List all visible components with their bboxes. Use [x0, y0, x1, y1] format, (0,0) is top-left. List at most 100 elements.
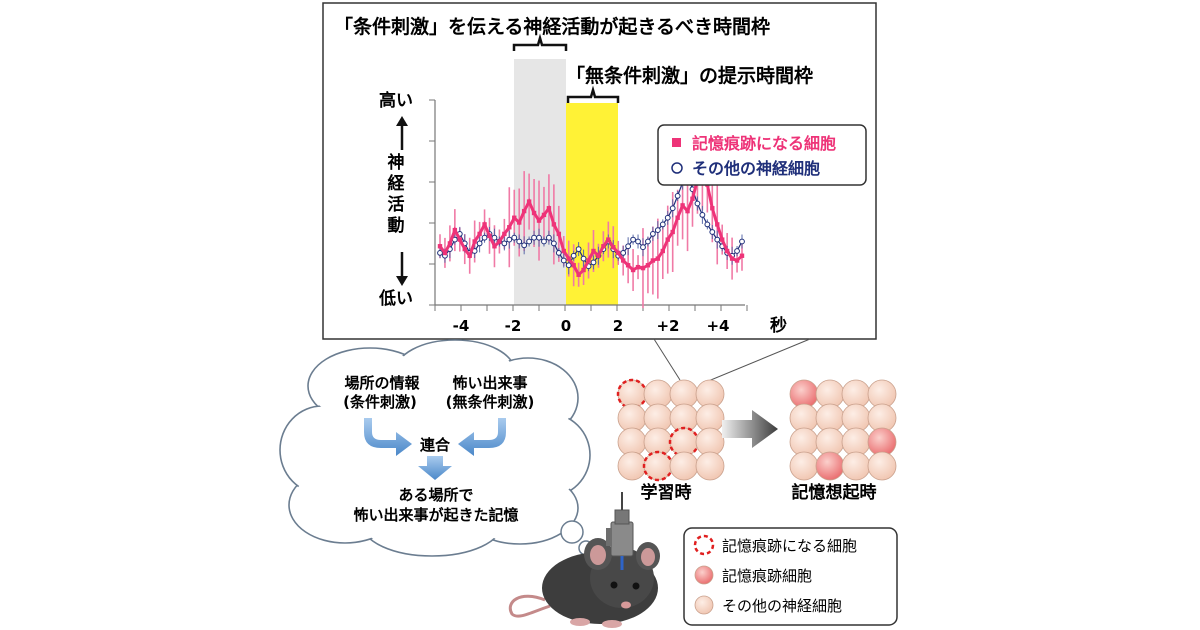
navy-data-point — [739, 238, 745, 245]
y-high-label: 高い — [379, 90, 413, 111]
x-tick-labels: -4 -2 0 2 +2 +4 — [453, 317, 730, 335]
navy-data-point — [555, 250, 562, 256]
navy-data-point — [620, 250, 627, 256]
pink-data-point — [487, 233, 492, 238]
neuron-cell — [841, 451, 871, 481]
pink-data-point — [586, 258, 591, 263]
chart-legend: 記憶痕跡になる細胞 その他の神経細胞 — [657, 124, 867, 186]
navy-data-point — [481, 234, 488, 241]
chart-legend-frame — [657, 124, 867, 186]
navy-data-point — [526, 238, 533, 245]
navy-data-point — [516, 238, 523, 245]
pink-data-point — [724, 248, 730, 254]
x-tick-label: -2 — [505, 317, 522, 335]
pink-data-point — [620, 258, 626, 263]
pink-data-point — [675, 215, 680, 220]
y-ticks — [429, 99, 435, 306]
navy-data-point — [649, 231, 656, 237]
pink-data-point — [596, 253, 601, 258]
navy-data-point — [640, 244, 646, 251]
navy-data-point — [476, 240, 483, 247]
pink-data-point — [635, 264, 641, 270]
navy-data-point — [709, 229, 716, 235]
learning-to-recall-arrow — [722, 410, 778, 448]
pink-data-point — [472, 239, 477, 244]
unconditioned-window-title: 「無条件刺激」の提示時間枠 — [566, 64, 813, 87]
pink-data-point — [442, 250, 448, 256]
neuron-cell — [669, 451, 699, 481]
navy-data-point — [546, 234, 552, 241]
pink-data-point — [606, 237, 611, 242]
microscope-side-block — [606, 528, 612, 546]
pink-data-point — [556, 231, 562, 237]
pink-data-point — [685, 208, 690, 214]
pink-data-point — [591, 248, 596, 254]
x-unit-label: 秒 — [770, 315, 787, 336]
place-info-label: 場所の情報 — [344, 374, 420, 392]
navy-data-point — [704, 221, 711, 228]
cloud-fill — [282, 342, 588, 554]
navy-data-point — [659, 221, 666, 228]
pink-data-point — [477, 231, 482, 237]
x-ticks — [434, 305, 748, 311]
mouse-paw-left — [570, 618, 590, 626]
place-info-sub: (条件刺激) — [343, 393, 417, 411]
pink-data-point — [576, 272, 581, 277]
mouse-paw-right — [602, 620, 622, 628]
y-arrow-up — [396, 116, 408, 150]
navy-data-point — [437, 250, 443, 256]
pink-series-points — [437, 168, 745, 277]
x-tick-label: -4 — [453, 317, 470, 335]
pink-data-point — [655, 256, 661, 261]
pink-data-point — [467, 253, 472, 258]
x-tick-label: +2 — [656, 317, 679, 335]
callout-line-left — [653, 338, 681, 381]
y-axis-label: 神経活動 — [388, 152, 406, 236]
learning-label: 学習時 — [641, 482, 692, 503]
pink-data-point — [497, 239, 502, 244]
navy-data-point — [531, 234, 537, 241]
conditioned-window-title: 「条件刺激」を伝える神経活動が起きるべき時間枠 — [334, 15, 770, 38]
pink-data-point — [536, 218, 542, 223]
navy-data-point — [550, 240, 557, 247]
navy-data-point — [575, 246, 582, 253]
neuron-cell — [867, 451, 897, 481]
pink-data-point — [526, 199, 532, 204]
right-merge-arrow — [458, 418, 506, 456]
legend-other-cell — [694, 595, 714, 615]
x-tick-label: 2 — [613, 317, 623, 335]
conditioned-stimulus-window — [514, 59, 566, 305]
pink-data-point — [437, 244, 443, 249]
navy-data-point — [506, 236, 513, 243]
y-arrow-down — [396, 252, 408, 286]
pink-data-point — [670, 229, 675, 235]
mouse-eye-left — [610, 581, 618, 589]
navy-data-point — [635, 238, 641, 245]
recall-label: 記憶想起時 — [792, 482, 877, 503]
legend-engram-cell — [694, 565, 714, 585]
pink-data-point — [541, 212, 547, 218]
neuron-cell — [617, 451, 647, 481]
legend-engram-cell-label: 記憶痕跡細胞 — [722, 567, 812, 585]
legend-label-engram-forming: 記憶痕跡になる細胞 — [692, 134, 836, 153]
legend-engram-forming: 記憶痕跡になる細胞 — [722, 537, 857, 555]
engram-cell — [815, 451, 845, 481]
navy-data-point — [541, 238, 547, 245]
navy-data-point — [699, 212, 706, 218]
navy-data-point — [654, 227, 661, 234]
learning-cell-grid — [616, 378, 725, 482]
pink-data-point — [690, 196, 695, 201]
left-merge-arrow — [364, 418, 412, 456]
microscope-top — [614, 509, 630, 525]
navy-data-point — [521, 242, 528, 249]
unconditioned-window-bracket — [566, 85, 620, 103]
pink-data-point — [512, 215, 517, 220]
mouse-tail — [508, 594, 551, 618]
chart-panel: 「条件刺激」を伝える神経活動が起きるべき時間枠 「無条件刺激」の提示時間枠 -4… — [322, 2, 877, 340]
pink-data-point — [531, 210, 537, 216]
navy-data-point — [570, 252, 577, 259]
recall-cell-grid — [789, 379, 897, 481]
pink-data-point — [521, 208, 527, 214]
pink-data-point — [660, 248, 665, 254]
navy-data-point — [580, 255, 587, 262]
